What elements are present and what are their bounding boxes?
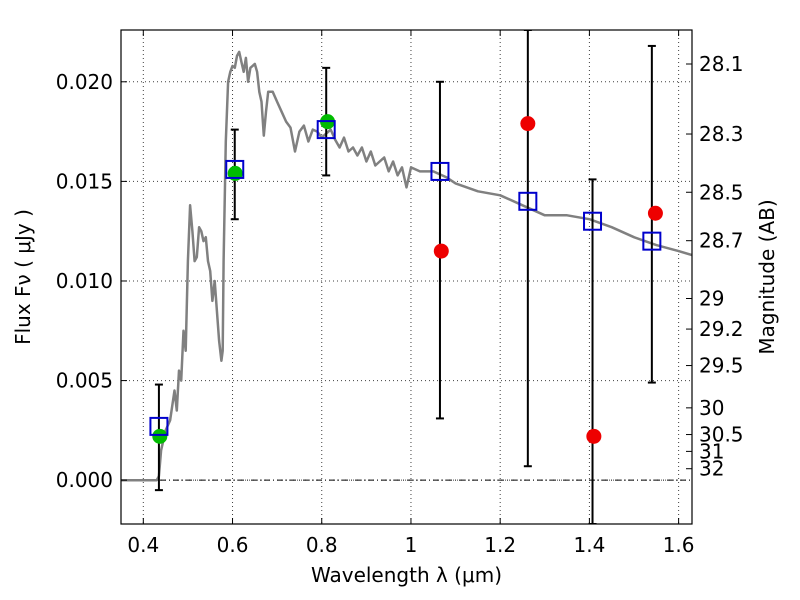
x-tick-label: 1.2 bbox=[484, 533, 516, 557]
x-tick-label: 1.4 bbox=[573, 533, 605, 557]
y2-tick-label: 28.5 bbox=[699, 180, 744, 204]
plot-frame bbox=[120, 29, 693, 525]
x-tick-label: 0.8 bbox=[306, 533, 338, 557]
model-photometry-square bbox=[149, 416, 169, 436]
y2-tick-label: 29 bbox=[699, 287, 724, 311]
x-tick-label: 0.6 bbox=[217, 533, 249, 557]
upper-limit-point bbox=[520, 116, 536, 132]
y2-tick-label: 31 bbox=[699, 439, 724, 463]
y2-tick-label: 29.5 bbox=[699, 354, 744, 378]
upper-limit-point bbox=[586, 428, 602, 444]
y-tick-label: 0.005 bbox=[56, 369, 113, 393]
model-photometry-square bbox=[583, 211, 603, 231]
model-photometry-square bbox=[430, 161, 450, 181]
y2-tick-label: 28.3 bbox=[699, 122, 744, 146]
axis-ticks: 0.4 0.6 0.8 1 1.2 1.4 1.6 0.000 0.005 0.010 0.015 0… bbox=[56, 30, 744, 557]
y2-tick-label: 32 bbox=[699, 457, 724, 481]
upper-limit-point bbox=[647, 205, 663, 221]
y-tick-label: 0.010 bbox=[56, 269, 113, 293]
y-tick-label: 0.020 bbox=[56, 70, 113, 94]
x-tick-label: 1.6 bbox=[663, 533, 695, 557]
y-tick-label: 0.000 bbox=[56, 468, 113, 492]
y2-tick-label: 28.1 bbox=[699, 52, 744, 76]
y-axis-label: Flux Fν ( μJy ) bbox=[11, 209, 35, 345]
detection-point bbox=[152, 428, 168, 444]
plot-area bbox=[121, 30, 692, 524]
y-tick-label: 0.015 bbox=[56, 169, 113, 193]
y2-tick-label: 29.2 bbox=[699, 317, 744, 341]
y2-tick-label: 30.5 bbox=[699, 423, 744, 447]
y2-axis-label: Magnitude (AB) bbox=[755, 199, 779, 354]
upper-limit-point bbox=[433, 243, 449, 259]
y2-tick-label: 28.7 bbox=[699, 229, 744, 253]
model-photometry-square bbox=[225, 159, 245, 179]
y2-tick-label: 30 bbox=[699, 396, 724, 420]
x-tick-label: 0.4 bbox=[127, 533, 159, 557]
x-axis-label: Wavelength λ (μm) bbox=[311, 563, 502, 587]
model-photometry-square bbox=[642, 231, 662, 251]
grid bbox=[121, 30, 692, 524]
model-photometry-square bbox=[316, 120, 336, 140]
model-photometry-square bbox=[518, 191, 538, 211]
x-tick-label: 1 bbox=[405, 533, 418, 557]
model-sed-line bbox=[121, 50, 692, 482]
